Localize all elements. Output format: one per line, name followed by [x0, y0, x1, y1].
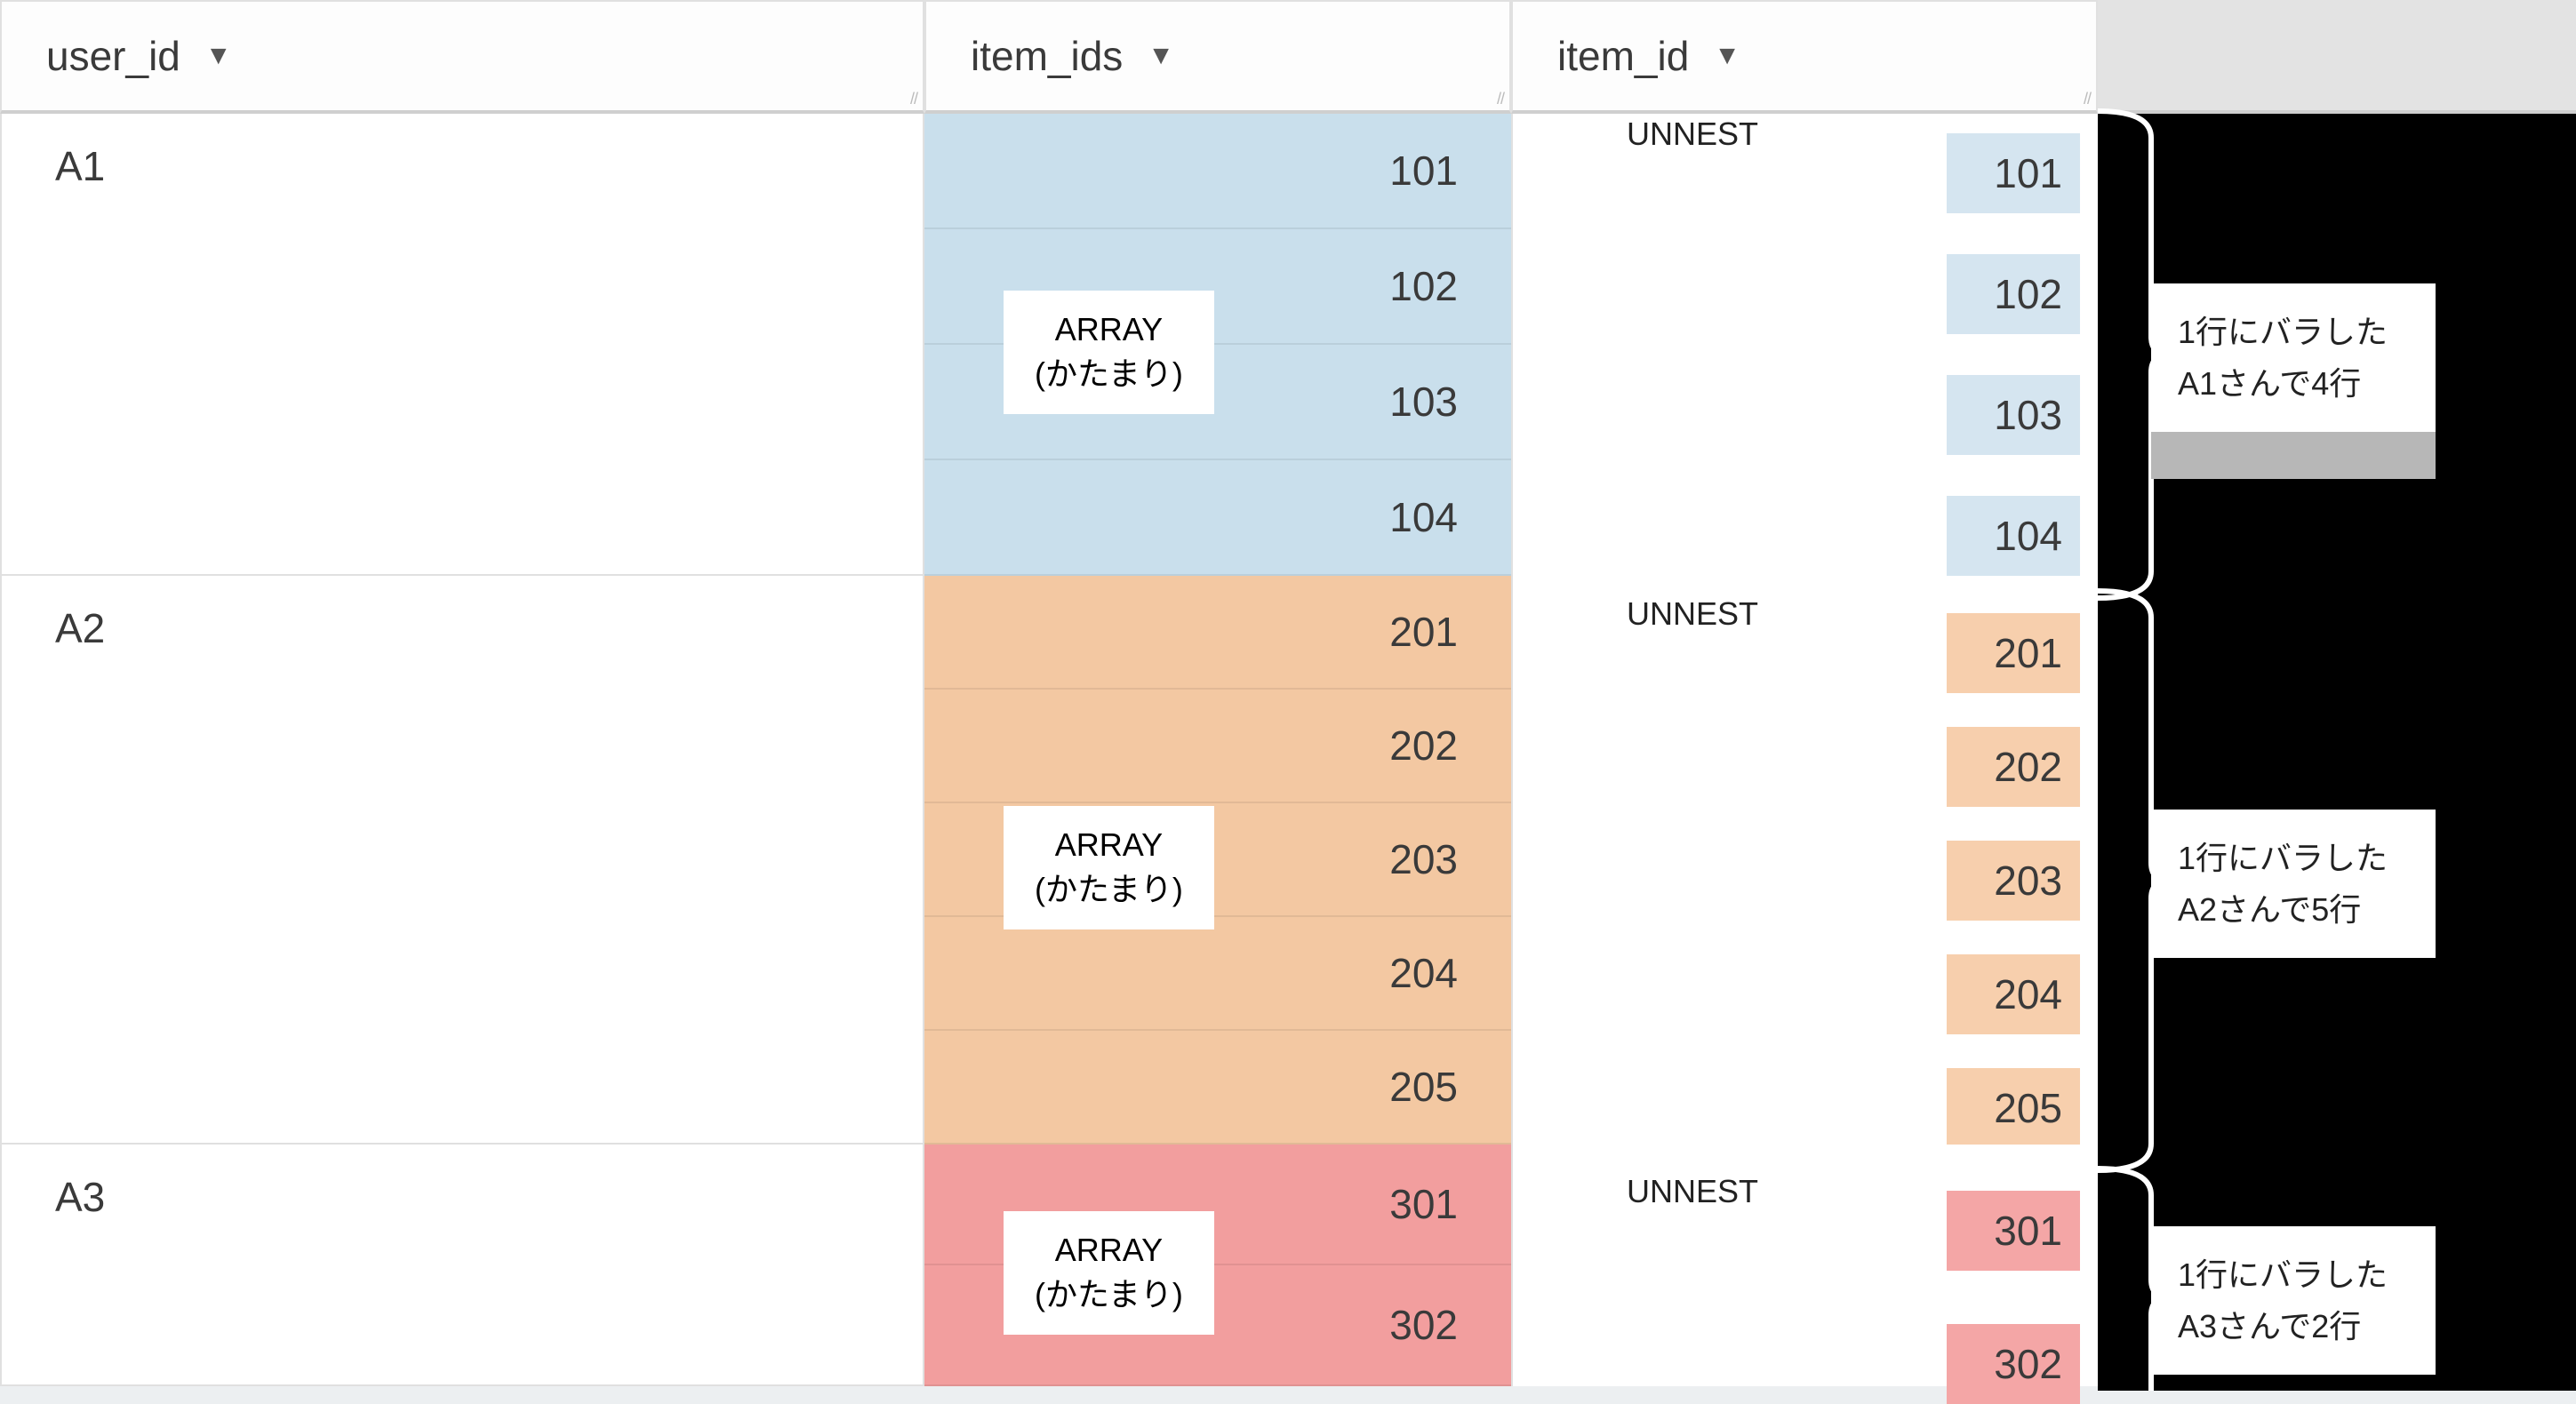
array-label: ARRAY(かたまり)	[1004, 1212, 1213, 1334]
unnested-item-chip: 201	[1947, 613, 2080, 693]
unnested-item-chip: 302	[1947, 1324, 2080, 1404]
dropdown-icon: ▼	[205, 41, 232, 71]
dropdown-icon: ▼	[1148, 41, 1174, 71]
array-item-row: 202	[924, 690, 1511, 803]
array-label: ARRAY(かたまり)	[1004, 291, 1213, 413]
user-id-cell: A1	[0, 114, 924, 576]
unnested-item-chip: 102	[1947, 254, 2080, 334]
annotation-note: 1行にバラしたA3さんで2行	[2151, 1226, 2436, 1375]
column-header-item-id[interactable]: item_id ▼ / /	[1511, 0, 2098, 114]
user-id-cell: A3	[0, 1145, 924, 1386]
column-header-label: item_id	[1557, 32, 1689, 80]
resize-grip-icon: / /	[1497, 90, 1502, 108]
annotation-note: 1行にバラしたA2さんで5行	[2151, 810, 2436, 958]
dropdown-icon: ▼	[1714, 41, 1740, 71]
resize-grip-icon: / /	[2084, 90, 2089, 108]
resize-grip-icon: / /	[910, 90, 916, 108]
array-item-row: 205	[924, 1031, 1511, 1145]
unnest-label: UNNEST	[1627, 595, 1758, 633]
array-item-row: 101	[924, 114, 1511, 229]
array-label: ARRAY(かたまり)	[1004, 807, 1213, 929]
unnested-item-chip: 301	[1947, 1191, 2080, 1271]
column-header-label: user_id	[46, 32, 180, 80]
unnested-item-chip: 104	[1947, 496, 2080, 576]
unnested-item-chip: 103	[1947, 375, 2080, 455]
user-id-cell: A2	[0, 576, 924, 1145]
unnested-item-chip: 202	[1947, 727, 2080, 807]
unnest-label: UNNEST	[1627, 1173, 1758, 1210]
array-item-row: 201	[924, 576, 1511, 690]
annotation-note: 1行にバラしたA1さんで4行	[2151, 283, 2436, 432]
array-item-row: 204	[924, 917, 1511, 1031]
column-header-label: item_ids	[971, 32, 1123, 80]
header-filler	[2098, 0, 2576, 114]
unnest-label: UNNEST	[1627, 116, 1758, 153]
array-item-row: 104	[924, 460, 1511, 576]
unnested-item-chip: 205	[1947, 1068, 2080, 1148]
unnested-item-chip: 204	[1947, 954, 2080, 1034]
unnested-item-chip: 203	[1947, 841, 2080, 921]
column-header-item-ids[interactable]: item_ids ▼ / /	[924, 0, 1511, 114]
column-header-user-id[interactable]: user_id ▼ / /	[0, 0, 924, 114]
unnested-item-chip: 101	[1947, 133, 2080, 213]
